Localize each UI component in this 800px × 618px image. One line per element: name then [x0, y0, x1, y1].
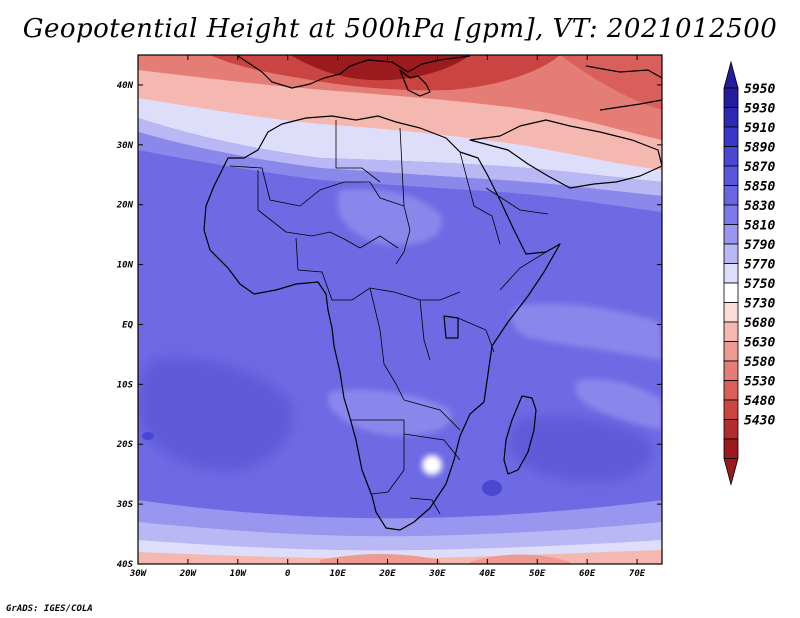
lon-tick-label: 0 [285, 569, 291, 579]
lat-tick-label: 40S [117, 560, 134, 570]
lat-tick-label: 40N [117, 81, 134, 91]
lat-tick-label: 10N [117, 261, 134, 271]
lat-tick-label: 30N [116, 141, 134, 151]
colorbar: 5950 5930 5910 5890 5870 5850 5830 5810 5790 5770… [723, 60, 775, 487]
country-borders [229, 120, 549, 515]
latitude-axis: 40N 30N 20N 10N EQ 10S 20S 30S 40S [116, 81, 662, 570]
lon-tick-label: 20E [378, 569, 396, 579]
colorbar-segment [723, 185, 739, 206]
lat-tick-label: 30S [116, 500, 134, 510]
colorbar-segment [723, 87, 739, 108]
colorbar-label: 5850 [744, 180, 775, 195]
lat-tick-label: 20S [116, 440, 134, 450]
colorbar-segment [723, 302, 739, 323]
height-field [138, 55, 662, 564]
lat-tick-label: 20N [116, 201, 134, 211]
longitude-axis: 30W 20W 10W 0 10E 20E 30E 40E 50E 60E 70E [129, 55, 646, 579]
lon-tick-label: 10W [230, 569, 248, 579]
map-title: Geopotential Height at 500hPa [gpm], VT:… [22, 14, 778, 44]
colorbar-label: 5480 [744, 394, 775, 409]
colorbar-label: 5730 [744, 297, 775, 312]
colorbar-segment [723, 282, 739, 303]
colorbar-segment [723, 321, 739, 342]
colorbar-segment [723, 107, 739, 128]
lat-tick-label: 10S [117, 380, 134, 390]
colorbar-segment [723, 360, 739, 381]
colorbar-label: 5950 [744, 82, 775, 97]
colorbar-segment [723, 165, 739, 186]
colorbar-segment [723, 204, 739, 225]
colorbar-label: 5910 [744, 121, 775, 136]
colorbar-segment [723, 419, 739, 440]
colorbar-label: 5680 [744, 316, 775, 331]
colorbar-label: 5830 [744, 199, 775, 214]
colorbar-label: 5580 [744, 355, 775, 370]
colorbar-label: 5770 [744, 258, 775, 273]
colorbar-label: 5750 [744, 277, 775, 292]
lon-tick-label: 30W [129, 569, 148, 579]
colorbar-label: 5630 [744, 336, 775, 351]
colorbar-segment [723, 146, 739, 167]
lon-tick-label: 70E [629, 569, 646, 579]
lon-tick-label: 20W [179, 569, 198, 579]
colorbar-label: 5430 [744, 414, 775, 429]
coastlines [203, 55, 662, 531]
colorbar-segment [723, 263, 739, 284]
lon-tick-label: 60E [579, 569, 596, 579]
lon-tick-label: 10E [329, 569, 346, 579]
colorbar-segment [723, 380, 739, 401]
colorbar-label: 5790 [744, 238, 775, 253]
colorbar-label: 5530 [744, 375, 775, 390]
colorbar-label: 5810 [744, 219, 775, 234]
lon-tick-label: 40E [479, 569, 496, 579]
colorbar-segment [723, 341, 739, 362]
colorbar-bottom-arrow [723, 458, 739, 487]
colorbar-segment [723, 126, 739, 147]
colorbar-segment [723, 224, 739, 245]
lon-tick-label: 50E [529, 569, 546, 579]
colorbar-segment [723, 438, 739, 459]
colorbar-top-arrow [723, 60, 739, 89]
colorbar-label: 5890 [744, 141, 775, 156]
lon-tick-label: 30E [428, 569, 446, 579]
lat-tick-label: EQ [122, 320, 133, 330]
colorbar-label: 5930 [744, 102, 775, 117]
plot-frame [137, 54, 663, 565]
footer-credit: GrADS: IGES/COLA [6, 604, 93, 614]
colorbar-segment [723, 243, 739, 264]
colorbar-label: 5870 [744, 160, 775, 175]
colorbar-segment [723, 399, 739, 420]
